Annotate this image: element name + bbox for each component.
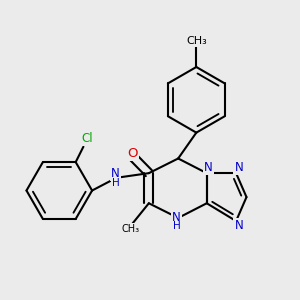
Text: N: N xyxy=(204,161,213,174)
Text: N: N xyxy=(172,211,181,224)
Text: H: H xyxy=(173,221,181,231)
Text: Cl: Cl xyxy=(81,132,93,145)
Text: N: N xyxy=(234,161,243,174)
Text: CH₃: CH₃ xyxy=(186,36,207,46)
Text: N: N xyxy=(111,167,120,180)
Text: H: H xyxy=(112,178,119,188)
Text: O: O xyxy=(127,147,137,160)
Text: N: N xyxy=(234,219,243,232)
Text: CH₃: CH₃ xyxy=(122,224,140,234)
